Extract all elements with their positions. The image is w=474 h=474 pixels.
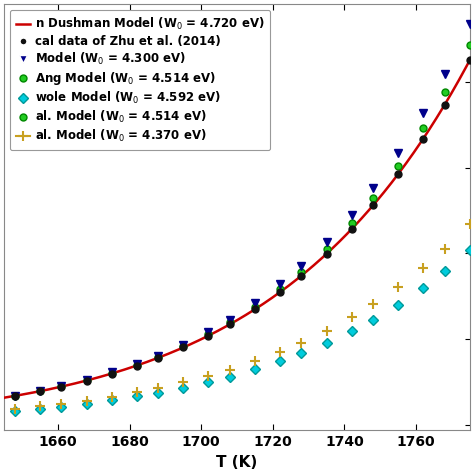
Legend: n Dushman Model (W$_0$ = 4.720 eV), cal data of Zhu et al. (2014), Model (W$_0$ : n Dushman Model (W$_0$ = 4.720 eV), cal … — [10, 10, 270, 150]
X-axis label: T (K): T (K) — [216, 455, 258, 470]
